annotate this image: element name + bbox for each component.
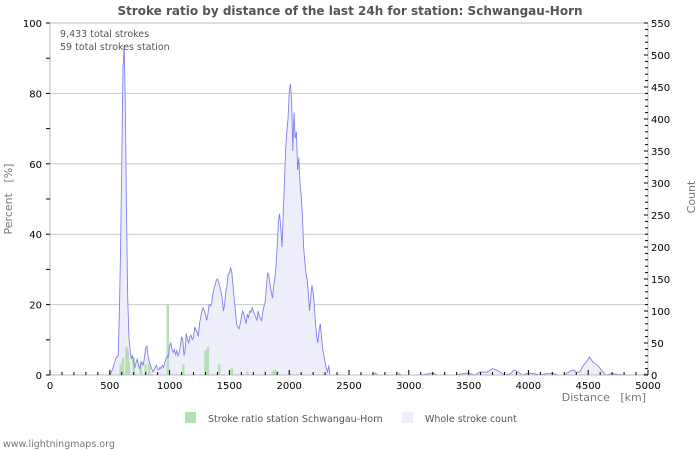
x-tick-label: 0 bbox=[47, 381, 53, 392]
y-right-tick-label: 450 bbox=[651, 83, 670, 94]
y-left-axis-title: Percent [%] bbox=[2, 164, 15, 235]
y-left-tick-label: 20 bbox=[29, 301, 42, 312]
y-left-tick-label: 60 bbox=[29, 160, 42, 171]
y-right-tick-label: 50 bbox=[651, 339, 664, 350]
axes: 0204060801000501001502002503003504004505… bbox=[23, 19, 670, 392]
y-right-tick-label: 400 bbox=[651, 115, 670, 126]
total-strokes-annotation: 9,433 total strokes bbox=[60, 29, 149, 40]
ratio-bar bbox=[144, 364, 147, 375]
legend: Stroke ratio station Schwangau-Horn Whol… bbox=[185, 412, 517, 425]
stroke-count-area bbox=[50, 45, 648, 376]
y-right-tick-label: 350 bbox=[651, 147, 670, 158]
legend-label-count: Whole stroke count bbox=[425, 414, 517, 425]
y-right-tick-label: 500 bbox=[651, 51, 670, 62]
x-tick-label: 1000 bbox=[157, 381, 182, 392]
footer-url[interactable]: www.lightningmaps.org bbox=[3, 439, 115, 450]
y-right-tick-label: 550 bbox=[651, 19, 670, 30]
ratio-bars bbox=[119, 304, 292, 375]
ratio-bar bbox=[121, 357, 125, 375]
ratio-bar bbox=[271, 371, 274, 375]
ratio-bar bbox=[273, 369, 277, 375]
x-tick-label: 5000 bbox=[635, 381, 660, 392]
y-right-tick-label: 100 bbox=[651, 307, 670, 318]
y-left-tick-label: 40 bbox=[29, 230, 42, 241]
legend-swatch-count bbox=[402, 412, 413, 423]
ratio-bar bbox=[182, 364, 185, 375]
x-tick-label: 3500 bbox=[456, 381, 481, 392]
ratio-bar bbox=[119, 364, 122, 375]
y-right-tick-label: 0 bbox=[651, 371, 657, 382]
legend-label-ratio: Stroke ratio station Schwangau-Horn bbox=[208, 414, 383, 425]
y-right-tick-label: 150 bbox=[651, 275, 670, 286]
ratio-bar bbox=[246, 371, 249, 375]
x-tick-label: 3000 bbox=[396, 381, 421, 392]
legend-swatch-ratio bbox=[185, 412, 196, 423]
y-left-tick-label: 0 bbox=[36, 371, 42, 382]
y-left-tick-label: 100 bbox=[23, 19, 42, 30]
grid-lines bbox=[50, 22, 648, 306]
ratio-bar bbox=[166, 304, 170, 375]
ratio-bar bbox=[148, 364, 151, 375]
y-right-tick-label: 200 bbox=[651, 243, 670, 254]
station-strokes-annotation: 59 total strokes station bbox=[60, 42, 170, 53]
stroke-count-line bbox=[50, 45, 649, 376]
x-tick-label: 4000 bbox=[516, 381, 541, 392]
ratio-bar bbox=[206, 346, 210, 375]
ratio-bar bbox=[132, 357, 135, 375]
chart-title: Stroke ratio by distance of the last 24h… bbox=[117, 4, 582, 18]
y-right-tick-label: 300 bbox=[651, 179, 670, 190]
ratio-bar bbox=[127, 360, 131, 375]
y-left-tick-label: 80 bbox=[29, 89, 42, 100]
ratio-bar bbox=[230, 367, 233, 375]
ratio-bar bbox=[289, 373, 292, 375]
x-tick-label: 500 bbox=[100, 381, 119, 392]
y-right-tick-label: 250 bbox=[651, 211, 670, 222]
x-tick-label: 2000 bbox=[276, 381, 301, 392]
x-tick-label: 4500 bbox=[575, 381, 600, 392]
x-tick-label: 1500 bbox=[217, 381, 242, 392]
x-tick-label: 2500 bbox=[336, 381, 361, 392]
ratio-bar bbox=[139, 360, 143, 375]
x-axis-title: Distance [km] bbox=[562, 391, 646, 404]
ratio-bar bbox=[218, 364, 221, 375]
y-right-axis-title: Count bbox=[685, 180, 698, 213]
